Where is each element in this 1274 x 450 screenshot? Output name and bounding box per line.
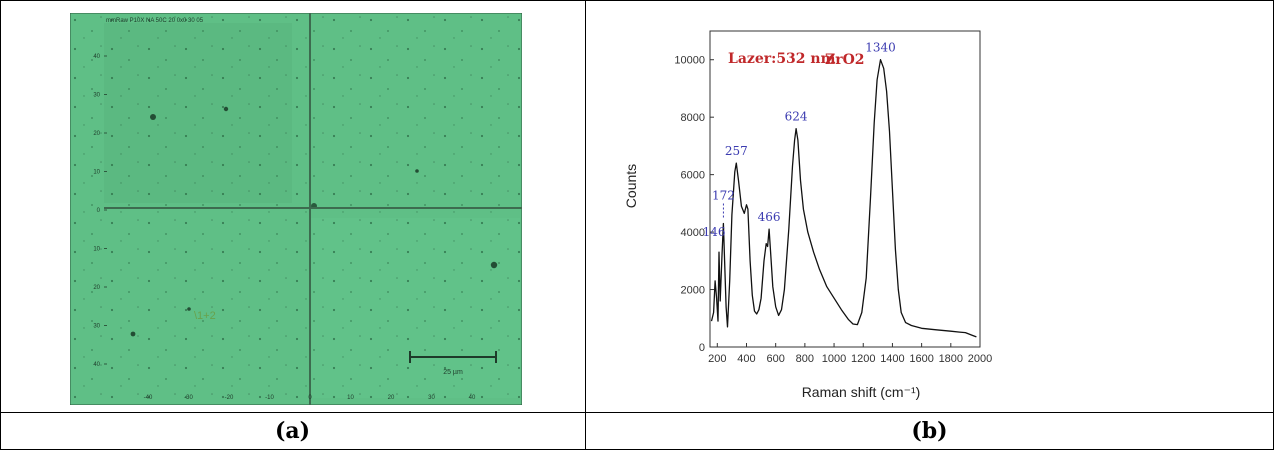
- micrograph-overlay-text: \1+2: [194, 310, 216, 322]
- plot-frame: [709, 30, 981, 348]
- x-tick-label: 1800: [939, 353, 963, 365]
- chart-axes: [709, 30, 981, 348]
- x-axis-ticks: 200 400 600 800 1000 1200 1400 1600 1800 2000: [708, 343, 992, 365]
- table-border-top: [0, 0, 1274, 1]
- micrograph-y-tick-label: 0: [97, 208, 101, 214]
- y-tick-label: 10000: [674, 55, 705, 67]
- micrograph-x-tick-label: -10: [265, 395, 274, 401]
- micrograph-x-tick-label: 0: [308, 395, 312, 401]
- y-tick-label: 8000: [681, 112, 705, 124]
- peak-labels: 146 172 257 466 624 1340: [703, 41, 896, 239]
- peak-label: 1340: [865, 41, 896, 55]
- sample-annotation: ZrO2: [825, 52, 865, 68]
- micrograph-x-tick-label: -20: [225, 395, 234, 401]
- table-border-middle: [0, 412, 1274, 413]
- chart-series: [710, 59, 977, 338]
- micrograph-x-tick-label: 30: [428, 395, 435, 401]
- y-axis-label: Counts: [623, 164, 639, 208]
- caption-b: (b): [911, 418, 948, 444]
- laser-annotation: Lazer:532 nm: [728, 51, 836, 67]
- peak-label: 146: [703, 225, 726, 239]
- raman-chart: 0 2000 4000 6000 8000 10000 200 400 600 800 1000 1…: [623, 30, 992, 400]
- y-tick-label: 6000: [681, 170, 705, 182]
- x-tick-label: 1400: [880, 353, 904, 365]
- y-tick-label: 2000: [681, 285, 705, 297]
- peak-label: 257: [725, 144, 748, 158]
- micrograph-y-tick-label: 20: [93, 285, 100, 291]
- x-tick-label: 1200: [851, 353, 875, 365]
- micrograph-x-tick-label: 20: [388, 395, 395, 401]
- micrograph-x-ticks: -40 -30 -20 -10 0 10 20 30 40: [144, 395, 476, 401]
- micrograph-x-tick-label: 10: [347, 395, 354, 401]
- scale-bar-label: 25 µm: [443, 369, 463, 376]
- x-tick-label: 400: [737, 353, 755, 365]
- micrograph-header: mmRaw P10X NA 50C 20 0x0 30 05: [106, 18, 204, 24]
- x-tick-label: 1000: [822, 353, 846, 365]
- peak-label: 172: [712, 188, 735, 202]
- spectrum-line: [710, 59, 977, 338]
- x-tick-label: 2000: [968, 353, 992, 365]
- table-border-center: [585, 0, 586, 450]
- micrograph-y-tick-label: 20: [93, 131, 100, 137]
- caption-a: (a): [274, 418, 311, 444]
- micrograph-y-tick-label: 10: [93, 247, 100, 253]
- y-tick-label: 4000: [681, 227, 705, 239]
- micrograph-x-tick-label: 40: [469, 395, 476, 401]
- y-axis-ticks: 0 2000 4000 6000 8000 10000: [674, 55, 714, 354]
- x-tick-label: 800: [796, 353, 814, 365]
- micrograph-x-tick-label: -30: [184, 395, 193, 401]
- micrograph-y-tick-label: 40: [93, 362, 100, 368]
- x-tick-label: 200: [708, 353, 726, 365]
- table-border-left: [0, 0, 1, 450]
- x-tick-label: 600: [766, 353, 784, 365]
- micrograph-y-tick-label: 10: [93, 170, 100, 176]
- y-tick-label: 0: [699, 342, 705, 354]
- micrograph-panel: mmRaw P10X NA 50C 20 0x0 30 05 40 30 20 10 0…: [70, 13, 522, 405]
- micrograph-y-ticks: 40 30 20 10 0 10 20 30 40: [93, 54, 107, 368]
- peak-label: 624: [785, 110, 808, 124]
- x-axis-label: Raman shift (cm⁻¹): [802, 384, 921, 400]
- peak-label: 466: [758, 210, 781, 224]
- micrograph-y-tick-label: 30: [93, 93, 100, 99]
- x-tick-label: 1600: [909, 353, 933, 365]
- micrograph-x-tick-label: -40: [144, 395, 153, 401]
- micrograph-y-tick-label: 40: [93, 54, 100, 60]
- micrograph-y-tick-label: 30: [93, 324, 100, 330]
